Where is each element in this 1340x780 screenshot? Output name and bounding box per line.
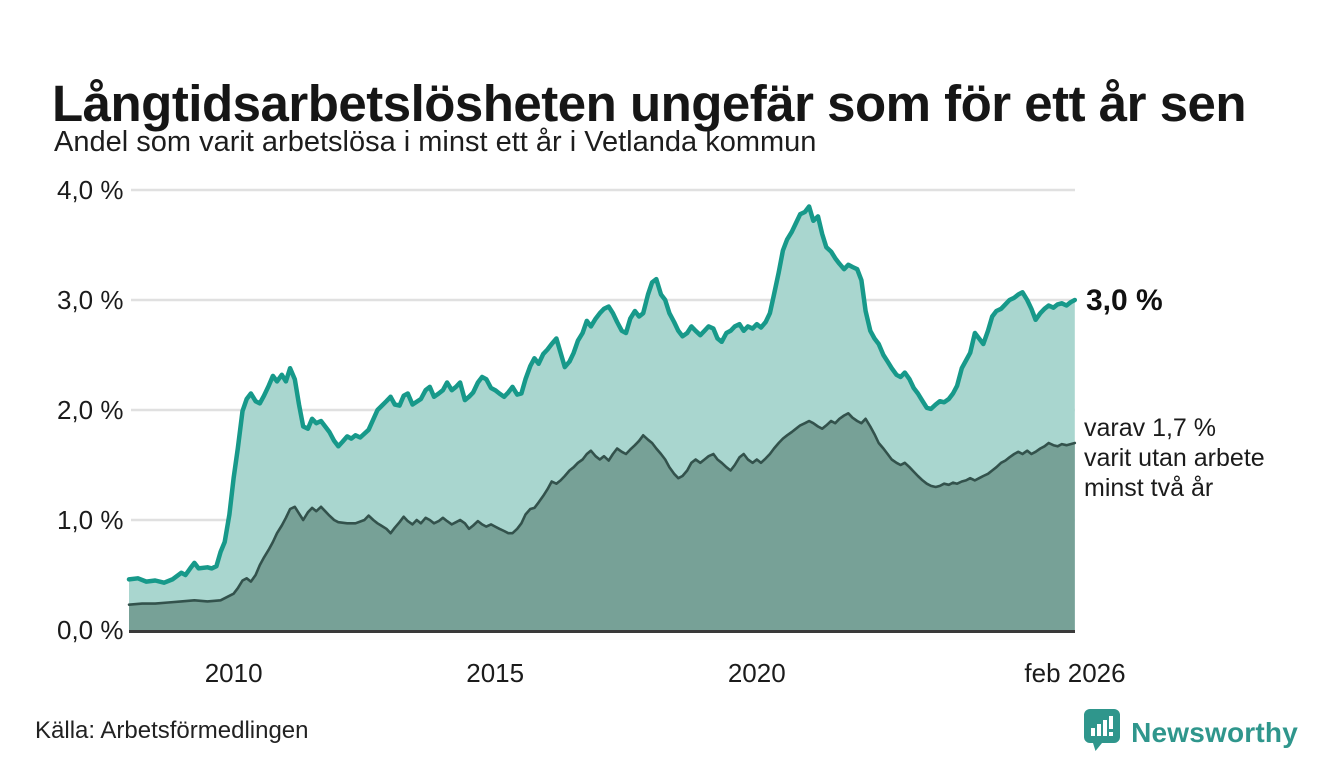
y-tick-label: 2,0 % [57, 395, 124, 425]
chart-subtitle: Andel som varit arbetslösa i minst ett å… [54, 126, 817, 158]
secondary-series-label-line1: varav 1,7 % [1084, 414, 1217, 442]
secondary-series-label-line3: minst två år [1084, 474, 1214, 502]
area-fill [129, 413, 1075, 630]
source-note: Källa: Arbetsförmedlingen [35, 717, 309, 744]
series-line [127, 412, 1077, 606]
x-tick-label: 2015 [466, 658, 525, 688]
latest-value-label: 3,0 % [1086, 284, 1163, 317]
y-tick-label: 1,0 % [57, 505, 124, 535]
series-line [126, 204, 1078, 585]
brand-logo: Newsworthy [1083, 708, 1298, 757]
newsworthy-icon [1083, 708, 1121, 757]
x-tick-label: 2020 [727, 658, 786, 688]
secondary-series-label-line2: varit utan arbete [1084, 444, 1265, 472]
y-tick-label: 3,0 % [57, 285, 124, 315]
secondary-series-label: varav 1,7 % varit utan arbete minst två … [1084, 413, 1265, 503]
y-tick-label: 0,0 % [57, 615, 124, 645]
x-tick-label: 2010 [204, 658, 263, 688]
y-tick-label: 4,0 % [57, 175, 124, 205]
brand-name: Newsworthy [1131, 716, 1298, 748]
x-tick-label: feb 2026 [1024, 658, 1126, 688]
page-title: Långtidsarbetslösheten ungefär som för e… [52, 75, 1247, 133]
